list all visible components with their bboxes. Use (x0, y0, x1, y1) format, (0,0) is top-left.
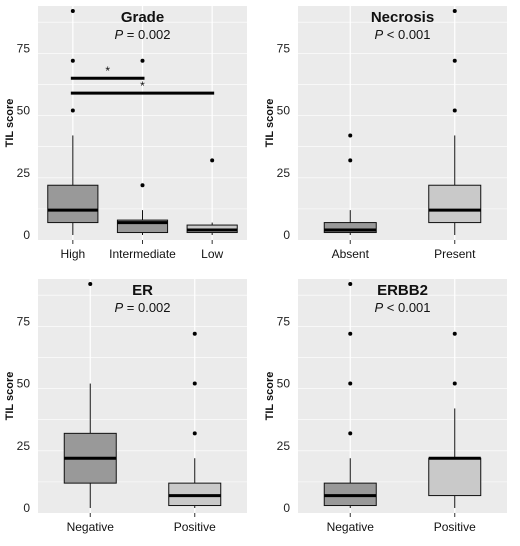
y-tick-label: 25 (277, 439, 291, 453)
p-symbol: P (374, 27, 383, 42)
outlier-point (452, 8, 457, 13)
x-category-label: Positive (434, 520, 476, 534)
box-positive (428, 331, 482, 509)
box-positive (168, 331, 222, 509)
y-axis-label: TIL score (4, 99, 16, 148)
y-tick-label: 0 (283, 501, 290, 515)
outlier-point (70, 8, 75, 13)
outlier-point (70, 108, 75, 113)
gridlines (298, 6, 507, 240)
box-negative (63, 281, 117, 509)
outlier-point (452, 58, 457, 63)
outlier-point (348, 158, 353, 163)
y-tick-label: 50 (17, 377, 31, 391)
chart-title: Necrosis (371, 9, 434, 26)
p-value: = 0.002 (123, 300, 170, 315)
x-category-label: Negative (67, 520, 115, 534)
chart-title: ERBB2 (377, 282, 428, 299)
x-category-label: Negative (327, 520, 375, 534)
p-value: = 0.002 (123, 27, 170, 42)
box-high (47, 8, 99, 236)
outlier-point (348, 381, 353, 386)
chart-panel-grade: 0 25 50 75 TIL score High Intermediate Low * * Gra… (0, 0, 260, 273)
outlier-point (70, 58, 75, 63)
y-tick-label: 25 (277, 166, 291, 180)
box-present (428, 8, 482, 236)
y-tick-label: 0 (283, 228, 290, 242)
outlier-point (210, 158, 215, 163)
p-value-text: P < 0.001 (374, 27, 430, 42)
y-tick-label: 75 (17, 41, 31, 55)
chart-title: ER (132, 282, 153, 299)
outlier-point (140, 183, 145, 188)
y-tick-label: 50 (17, 104, 31, 118)
x-category-label: Absent (332, 247, 370, 261)
box-intermediate (116, 58, 169, 236)
y-tick-label: 75 (277, 314, 291, 328)
y-tick-label: 50 (277, 104, 291, 118)
gridlines (298, 279, 507, 513)
outlier-point (348, 133, 353, 138)
y-tick-label: 75 (277, 41, 291, 55)
p-value: < 0.001 (383, 300, 430, 315)
outlier-point (192, 431, 197, 436)
outlier-point (88, 281, 93, 286)
x-category-label: Positive (174, 520, 216, 534)
x-category-label: Low (201, 247, 223, 261)
chart-panel-erbb2: 0 25 50 75 TIL score Negative Positive ERBB2 P <… (260, 273, 520, 546)
p-value-text: P < 0.001 (374, 300, 430, 315)
x-category-label: Present (434, 247, 476, 261)
y-tick-label: 0 (23, 501, 30, 515)
outlier-point (348, 281, 353, 286)
box-low (186, 158, 238, 236)
outlier-point (452, 381, 457, 386)
significance-label: * (140, 79, 145, 93)
p-symbol: P (374, 300, 383, 315)
chart-panel-necrosis: 0 25 50 75 TIL score Absent Present Necrosis P <… (260, 0, 520, 273)
y-axis-label: TIL score (4, 372, 16, 421)
p-value: < 0.001 (383, 27, 430, 42)
box-iqr (428, 457, 482, 497)
y-tick-label: 0 (23, 228, 30, 242)
y-tick-label: 50 (277, 377, 291, 391)
outlier-point (452, 108, 457, 113)
chart-title: Grade (121, 9, 164, 26)
y-tick-label: 75 (17, 314, 31, 328)
box-iqr (428, 184, 482, 224)
outlier-point (348, 331, 353, 336)
outlier-point (348, 431, 353, 436)
x-category-label: Intermediate (109, 247, 176, 261)
outlier-point (140, 58, 145, 63)
box-iqr (323, 222, 377, 234)
y-tick-label: 25 (17, 439, 31, 453)
outlier-point (452, 331, 457, 336)
box-iqr (47, 184, 99, 224)
p-symbol: P (114, 300, 123, 315)
significance-label: * (105, 64, 110, 78)
y-axis-label: TIL score (264, 99, 276, 148)
p-value-text: P = 0.002 (114, 300, 170, 315)
y-tick-label: 25 (17, 166, 31, 180)
y-axis-label: TIL score (264, 372, 276, 421)
outlier-point (192, 331, 197, 336)
outlier-point (192, 381, 197, 386)
p-value-text: P = 0.002 (114, 27, 170, 42)
x-category-label: High (60, 247, 85, 261)
box-absent (323, 133, 377, 236)
box-negative (323, 281, 377, 509)
chart-panel-er: 0 25 50 75 TIL score Negative Positive ER P = 0.… (0, 273, 260, 546)
p-symbol: P (114, 27, 123, 42)
